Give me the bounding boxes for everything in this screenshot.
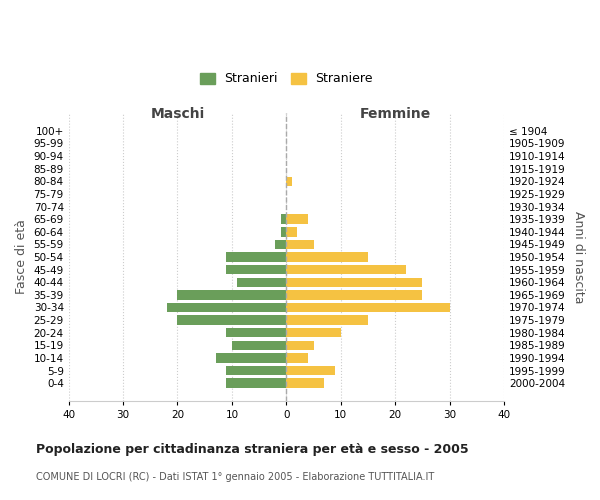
Bar (167, 302, 286, 312)
Bar (226, 328, 286, 338)
Bar (286, 265, 406, 274)
Y-axis label: Anni di nascita: Anni di nascita (572, 211, 585, 304)
Bar (286, 316, 368, 325)
Bar (226, 366, 286, 376)
Bar (286, 278, 422, 287)
Bar (286, 328, 341, 338)
Legend: Stranieri, Straniere: Stranieri, Straniere (194, 68, 378, 90)
Text: Maschi: Maschi (151, 107, 205, 121)
Bar (226, 265, 286, 274)
Bar (226, 378, 286, 388)
Bar (286, 214, 308, 224)
Bar (286, 340, 314, 350)
Bar (275, 240, 286, 249)
Bar (281, 214, 286, 224)
Bar (286, 176, 292, 186)
Text: Femmine: Femmine (359, 107, 431, 121)
Bar (232, 340, 286, 350)
Bar (286, 240, 314, 249)
Bar (226, 252, 286, 262)
Bar (286, 252, 368, 262)
Bar (281, 227, 286, 236)
Bar (238, 278, 286, 287)
Bar (215, 353, 286, 362)
Bar (286, 366, 335, 376)
Y-axis label: Fasce di età: Fasce di età (15, 220, 28, 294)
Bar (178, 316, 286, 325)
Bar (286, 378, 325, 388)
Text: COMUNE DI LOCRI (RC) - Dati ISTAT 1° gennaio 2005 - Elaborazione TUTTITALIA.IT: COMUNE DI LOCRI (RC) - Dati ISTAT 1° gen… (36, 472, 434, 482)
Text: Popolazione per cittadinanza straniera per età e sesso - 2005: Popolazione per cittadinanza straniera p… (36, 442, 469, 456)
Bar (286, 290, 422, 300)
Bar (286, 353, 308, 362)
Bar (286, 302, 449, 312)
Bar (286, 227, 297, 236)
Bar (178, 290, 286, 300)
